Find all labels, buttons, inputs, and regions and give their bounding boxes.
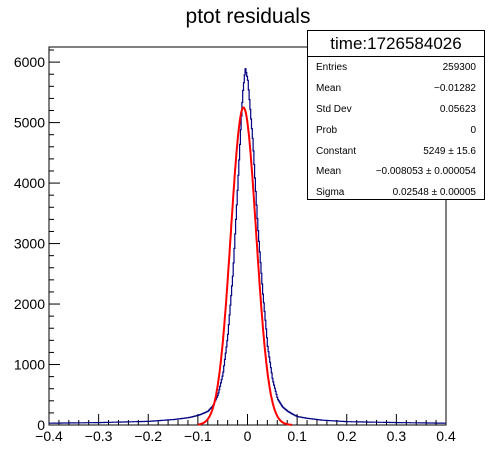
y-tick-label: 4000 xyxy=(14,175,45,191)
stats-box: time:1726584026 Entries 259300 Mean −0.0… xyxy=(307,30,485,200)
x-tick-label: −0.4 xyxy=(35,428,63,444)
histogram-line xyxy=(49,68,446,424)
stats-key: Mean xyxy=(316,82,342,94)
stats-key: Constant xyxy=(316,145,357,157)
stats-row-fit-mean: Mean −0.008053 ± 0.000054 xyxy=(308,161,484,182)
axis-ticks xyxy=(48,49,447,426)
stats-value: −0.008053 ± 0.000054 xyxy=(375,166,476,178)
gaussian-fit-curve xyxy=(197,106,293,426)
stats-value: 259300 xyxy=(442,62,476,73)
stats-row-std-dev: Std Dev 0.05623 xyxy=(308,99,484,120)
y-tick-label: 3000 xyxy=(14,236,45,252)
stats-key: Sigma xyxy=(316,187,345,199)
stats-key: Entries xyxy=(316,62,348,73)
stats-row-constant: Constant 5249 ± 15.6 xyxy=(308,141,484,162)
stats-row-prob: Prob 0 xyxy=(308,120,484,141)
x-tick-label: 0 xyxy=(244,428,252,444)
y-tick-label: 0 xyxy=(37,417,45,433)
x-tick-label: 0.4 xyxy=(436,428,456,444)
stats-value: 0.02548 ± 0.00005 xyxy=(392,187,476,199)
stats-row-sigma: Sigma 0.02548 ± 0.00005 xyxy=(308,182,484,203)
stats-title: time:1726584026 xyxy=(308,31,484,57)
stats-value: 0.05623 xyxy=(439,103,476,115)
y-tick-label: 6000 xyxy=(14,54,45,70)
x-tick-label: 0.2 xyxy=(337,428,357,444)
stats-value: −0.01282 xyxy=(434,82,476,94)
y-tick-label: 5000 xyxy=(14,115,45,131)
stats-row-mean: Mean −0.01282 xyxy=(308,78,484,99)
chart-title: ptot residuals xyxy=(186,5,311,28)
y-tick-labels: 0 1000 2000 3000 4000 5000 6000 xyxy=(14,54,45,433)
stats-key: Prob xyxy=(316,124,338,136)
x-tick-label: −0.2 xyxy=(134,428,162,444)
x-tick-label: 0.1 xyxy=(287,428,307,444)
stats-value: 5249 ± 15.6 xyxy=(423,145,476,157)
stats-key: Std Dev xyxy=(316,103,352,115)
stats-row-entries: Entries 259300 xyxy=(308,57,484,78)
stats-value: 0 xyxy=(470,124,476,136)
stats-key: Mean xyxy=(316,166,342,178)
x-tick-label: −0.1 xyxy=(184,428,212,444)
y-tick-label: 2000 xyxy=(14,296,45,312)
x-tick-label: −0.3 xyxy=(85,428,113,444)
x-tick-label: 0.3 xyxy=(387,428,407,444)
y-tick-label: 1000 xyxy=(14,357,45,373)
x-tick-labels: −0.4 −0.3 −0.2 −0.1 0 0.1 0.2 0.3 0.4 xyxy=(35,428,456,444)
